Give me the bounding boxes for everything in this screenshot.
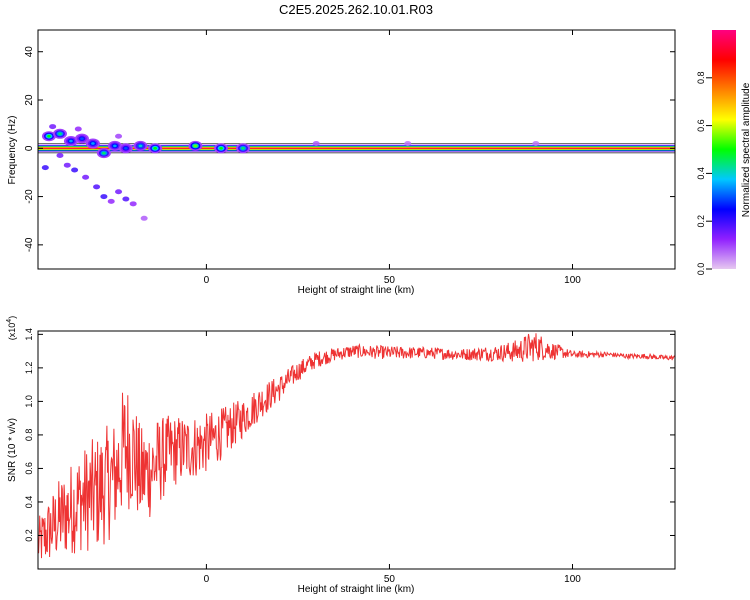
spectrogram-y-tick-label: 40 <box>24 46 35 58</box>
spectral-scatter-blob <box>82 174 90 180</box>
snr-y-tick-label: 0.2 <box>24 529 34 542</box>
spectral-cluster <box>138 144 143 148</box>
snr-x-tick-label: 50 <box>384 574 396 585</box>
spectrogram-y-tick-label: 20 <box>24 94 35 106</box>
snr-y-tick-label: 1.4 <box>24 328 34 341</box>
snr-y-tick-label: 0.6 <box>24 462 34 475</box>
spectral-cluster <box>102 151 106 155</box>
colorbar-gradient <box>712 30 736 269</box>
snr-y-tick-label: 1.0 <box>24 395 34 408</box>
spectral-scatter-blob <box>74 126 82 132</box>
spectral-cluster <box>193 144 198 148</box>
spectral-scatter-blob <box>129 201 137 207</box>
spectral-scatter-blob <box>532 140 540 146</box>
colorbar-tick-label: 0.6 <box>696 119 706 132</box>
spectrogram-y-tick-label: 0 <box>24 145 35 151</box>
snr-series-line <box>38 333 675 559</box>
spectral-cluster <box>80 137 84 140</box>
spectrogram-frame <box>37 29 676 270</box>
spectral-scatter-blob <box>312 140 320 146</box>
spectral-scatter-blob <box>63 162 71 168</box>
spectral-cluster <box>153 146 157 150</box>
spectrogram-y-tick-label: -40 <box>24 237 35 252</box>
spectrogram-y-tick-label: -20 <box>24 189 35 204</box>
colorbar-label: Normalized spectral amplitude <box>741 82 750 217</box>
spectral-scatter-blob <box>100 194 108 200</box>
spectral-scatter-blob <box>107 198 115 204</box>
spectral-scatter-blob <box>122 196 130 202</box>
spectral-scatter-blob <box>404 140 412 146</box>
colorbar-tick-label: 0.2 <box>696 215 706 228</box>
snr-frame <box>37 330 676 570</box>
spectral-scatter-blob <box>115 133 123 139</box>
spectrogram-x-tick-label: 100 <box>564 275 581 286</box>
spectral-scatter-blob <box>41 165 49 171</box>
snr-y-tick-label: 0.8 <box>24 429 34 442</box>
snr-y-tick-label: 0.4 <box>24 496 34 509</box>
spectrogram-panel: 0 50 100 40 20 0 -20 -40 Height of straight li… <box>7 29 676 296</box>
snr-scale-label: (x104) <box>6 316 17 340</box>
spectrogram-x-label: Height of straight line (km) <box>298 285 415 296</box>
spectral-cluster <box>47 134 51 138</box>
spectral-main-line-band <box>38 147 675 149</box>
snr-x-tick-label: 100 <box>564 574 581 585</box>
spectral-scatter-blob <box>56 153 64 159</box>
colorbar-tick-label: 0.8 <box>696 72 706 85</box>
spectral-scatter-blob <box>71 167 79 173</box>
snr-y-tick-label: 1.2 <box>24 362 34 375</box>
spectral-scatter-blob <box>140 215 148 221</box>
spectrogram-x-tick-label: 50 <box>384 275 396 286</box>
spectral-scatter-blob <box>115 189 123 195</box>
snr-x-tick-label: 0 <box>204 574 210 585</box>
spectral-cluster <box>241 146 245 150</box>
spectral-cluster <box>69 139 73 143</box>
snr-x-label: Height of straight line (km) <box>298 584 415 595</box>
colorbar-tick-label: 0.4 <box>696 167 706 180</box>
chart-title: C2E5.2025.262.10.01.R03 <box>279 2 433 17</box>
spectral-cluster <box>91 142 95 145</box>
spectral-cluster <box>113 144 117 148</box>
spectrogram-x-tick-label: 0 <box>204 275 210 286</box>
colorbar: 0.0 0.2 0.4 0.6 0.8 Normalized spectral ampl… <box>696 30 750 275</box>
spectral-scatter-blob <box>49 124 57 130</box>
spectrogram-y-label: Frequency (Hz) <box>7 116 18 185</box>
snr-panel: 0 50 100 0.2 0.4 0.6 0.8 1.0 1.2 1.4 Height of s… <box>6 316 676 595</box>
snr-y-label: SNR (10 * v/v) <box>7 418 18 482</box>
spectral-scatter-blob <box>93 184 101 190</box>
spectral-cluster <box>219 146 223 150</box>
colorbar-tick-label: 0.0 <box>696 263 706 276</box>
spectral-cluster <box>124 146 128 150</box>
spectral-cluster <box>58 132 62 136</box>
